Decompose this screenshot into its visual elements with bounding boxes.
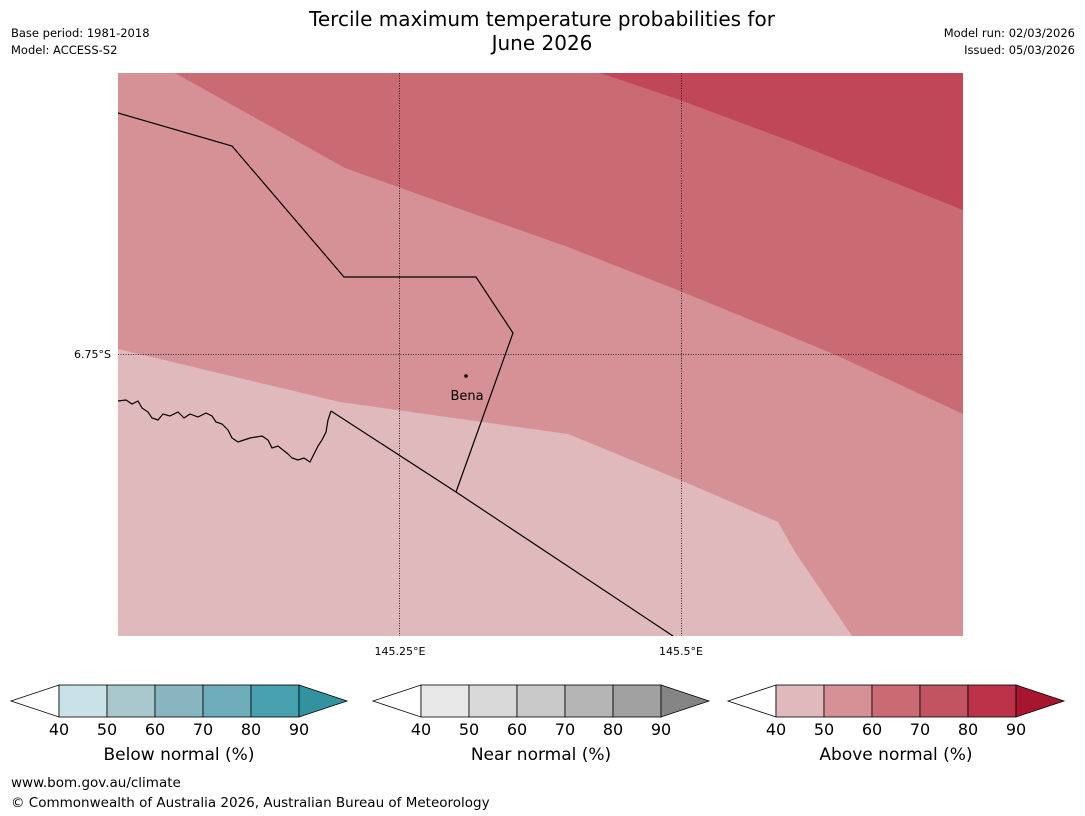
legend-tick-label: 70 xyxy=(910,720,930,739)
model-run: Model run: 02/03/2026 xyxy=(943,26,1075,40)
title-line-1: Tercile maximum temperature probabilitie… xyxy=(309,7,775,31)
river-boundary xyxy=(118,399,332,463)
legend-tick-label: 80 xyxy=(958,720,978,739)
legend-tick-label: 90 xyxy=(1006,720,1026,739)
lat-label: 6.75°S xyxy=(74,348,111,361)
legend-label-above: Above normal (%) xyxy=(819,745,973,765)
legend-cell xyxy=(250,684,300,718)
legend-tick-label: 50 xyxy=(97,720,117,739)
legend-cell xyxy=(468,684,518,718)
legend-cell xyxy=(516,684,566,718)
legend-cell xyxy=(564,684,614,718)
title-line-2: June 2026 xyxy=(491,31,593,55)
legend-tick-label: 40 xyxy=(411,720,431,739)
legend-label-below: Below normal (%) xyxy=(103,745,255,765)
legend-tick-label: 70 xyxy=(193,720,213,739)
legend-tick-label: 50 xyxy=(459,720,479,739)
map-title: Tercile maximum temperature probabilitie… xyxy=(242,7,842,55)
legend-cell xyxy=(612,684,662,718)
legend-cell xyxy=(420,684,470,718)
legend-cell xyxy=(823,684,873,718)
lon-label-145-25: 145.25°E xyxy=(375,645,426,658)
legend-max-extend xyxy=(660,684,711,718)
legend-cell xyxy=(967,684,1017,718)
legend-tick-label: 50 xyxy=(814,720,834,739)
header-left: Base period: 1981-2018 Model: ACCESS-S2 xyxy=(11,25,150,59)
model-name: Model: ACCESS-S2 xyxy=(11,43,118,57)
legend-tick-label: 40 xyxy=(766,720,786,739)
town-label-bena: Bena xyxy=(450,389,483,404)
legend-cell xyxy=(202,684,252,718)
legend-tick-label: 70 xyxy=(555,720,575,739)
issued-date: Issued: 05/03/2026 xyxy=(964,43,1075,57)
legend-below-normal: 40 50 60 70 80 90 xyxy=(9,684,349,739)
legend-tick-label: 60 xyxy=(507,720,527,739)
legend-cell xyxy=(919,684,969,718)
legend-cell xyxy=(775,684,825,718)
legend-tick-label: 40 xyxy=(49,720,69,739)
legend-label-near: Near normal (%) xyxy=(470,745,612,765)
footer-copyright: © Commonwealth of Australia 2026, Austra… xyxy=(11,795,490,811)
legend-min-extend xyxy=(371,684,422,718)
legend-above-normal: 40 50 60 70 80 90 xyxy=(726,684,1066,739)
legend-tick-label: 80 xyxy=(603,720,623,739)
legend-max-extend xyxy=(1015,684,1066,718)
legend-tick-label: 90 xyxy=(289,720,309,739)
legend-cell xyxy=(154,684,204,718)
legend-cell xyxy=(871,684,921,718)
legend-tick-label: 80 xyxy=(241,720,261,739)
legend-min-extend xyxy=(9,684,60,718)
footer-url: www.bom.gov.au/climate xyxy=(11,775,181,791)
legend-tick-label: 60 xyxy=(145,720,165,739)
legend-min-extend xyxy=(726,684,777,718)
zone-above-70-80 xyxy=(600,73,963,210)
town-marker-bena xyxy=(464,374,468,378)
legend-max-extend xyxy=(298,684,349,718)
legend-tick-label: 60 xyxy=(862,720,882,739)
province-boundary-north xyxy=(118,112,514,493)
lon-label-145-5: 145.5°E xyxy=(659,645,703,658)
province-boundary-south xyxy=(330,410,674,636)
legend-tick-label: 90 xyxy=(651,720,671,739)
header-right: Model run: 02/03/2026 Issued: 05/03/2026 xyxy=(944,25,1075,59)
legend-cell xyxy=(58,684,108,718)
legend-near-normal: 40 50 60 70 80 90 xyxy=(371,684,711,739)
legend-cell xyxy=(106,684,156,718)
zone-above-60-70 xyxy=(175,73,963,414)
base-period: Base period: 1981-2018 xyxy=(11,26,150,40)
map-panel xyxy=(118,73,963,636)
